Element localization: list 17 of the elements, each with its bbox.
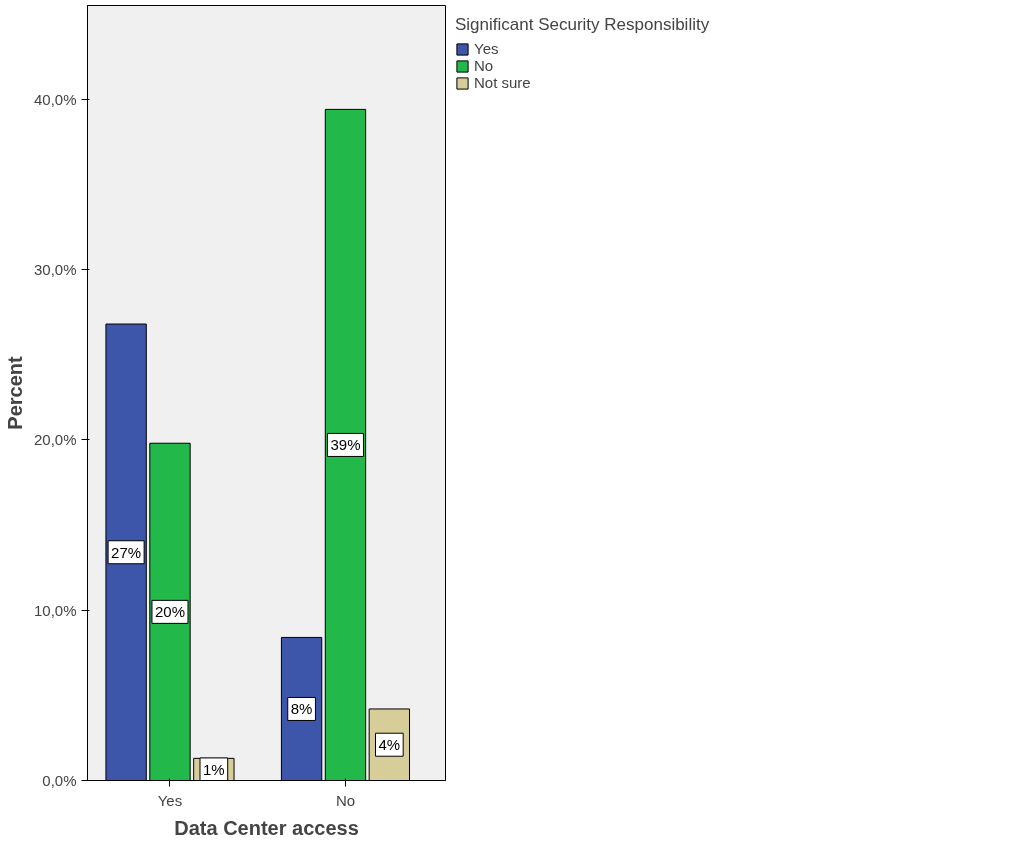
y-axis-title: Percent — [3, 355, 26, 430]
data-label: 1% — [203, 760, 225, 778]
y-tick-label: 10,0% — [33, 601, 77, 619]
legend-label: Not sure — [474, 74, 531, 91]
legend-label: Yes — [474, 40, 499, 57]
legend-label: No — [474, 57, 494, 74]
data-label: 4% — [378, 736, 401, 754]
data-label: 27% — [111, 543, 142, 561]
x-axis-title: Data Center access — [174, 816, 359, 839]
legend-title: Significant Security Responsibility — [455, 15, 710, 35]
y-tick-label: 20,0% — [33, 431, 77, 449]
y-tick-label: 0,0% — [42, 772, 77, 789]
data-label: 8% — [290, 700, 313, 718]
y-tick-label: 40,0% — [33, 90, 77, 108]
data-label: 39% — [330, 436, 361, 454]
data-label: 20% — [154, 603, 185, 621]
y-tick-label: 30,0% — [33, 261, 77, 279]
